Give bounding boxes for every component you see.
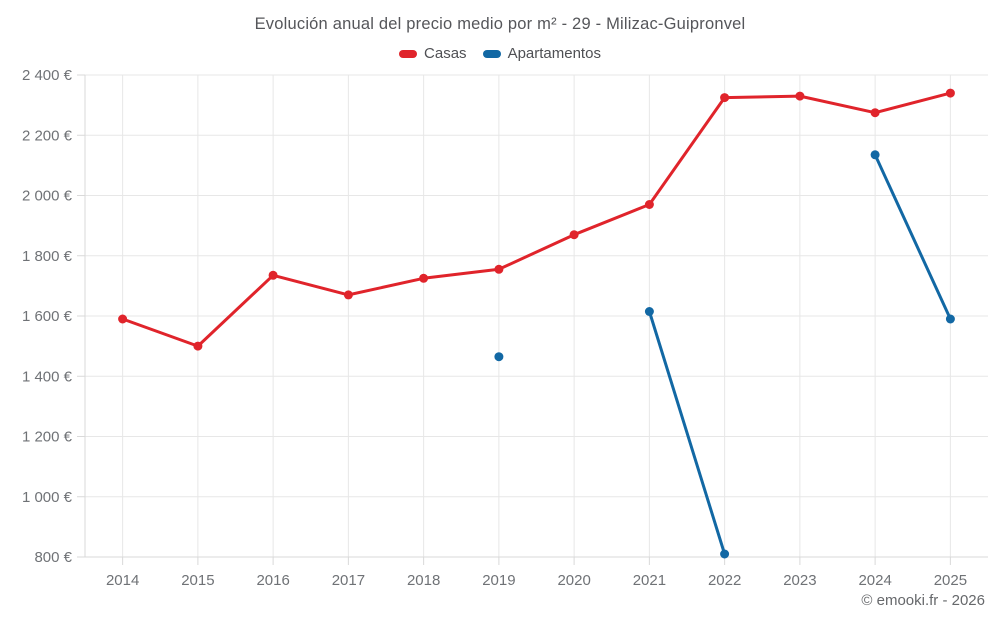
x-axis-tick-label: 2019 [482, 572, 515, 589]
data-point-casas-2022[interactable] [720, 93, 730, 103]
x-axis-tick-label: 2023 [783, 572, 816, 589]
data-point-apartamentos-2021[interactable] [644, 307, 654, 316]
y-axis-tick-label: 1 600 € [22, 308, 73, 325]
copyright-watermark: © emooki.fr - 2026 [861, 592, 985, 609]
data-point-casas-2023[interactable] [795, 91, 805, 101]
legend-swatch-apartamentos [482, 49, 501, 58]
data-point-apartamentos-2024[interactable] [870, 150, 880, 160]
data-point-casas-2025[interactable] [945, 88, 955, 98]
legend-label-apartamentos: Apartamentos [507, 45, 601, 62]
chart-legend: Casas Apartamentos [0, 45, 1000, 62]
legend-swatch-casas [399, 49, 418, 58]
x-axis-tick-label: 2020 [557, 572, 590, 589]
data-point-apartamentos-2019[interactable] [494, 352, 504, 362]
x-axis-tick-label: 2022 [708, 572, 741, 589]
data-point-casas-2014[interactable] [118, 314, 128, 324]
x-axis-tick-label: 2025 [934, 572, 967, 589]
y-axis-tick-label: 1 800 € [22, 248, 73, 265]
y-axis-tick-label: 2 200 € [22, 127, 73, 144]
data-point-casas-2020[interactable] [569, 230, 579, 240]
y-axis-tick-label: 2 000 € [22, 188, 73, 205]
series-line-apartamentos [647, 153, 952, 556]
data-point-casas-2018[interactable] [419, 273, 429, 283]
chart-title: Evolución anual del precio medio por m² … [254, 15, 746, 33]
legend-item-casas[interactable]: Casas [399, 45, 467, 62]
y-axis-tick-label: 1 400 € [22, 368, 73, 385]
data-point-casas-2016[interactable] [268, 270, 278, 280]
x-axis-tick-label: 2015 [181, 572, 214, 589]
data-point-casas-2017[interactable] [343, 290, 353, 300]
y-axis-tick-label: 2 400 € [22, 67, 73, 84]
y-axis-tick-label: 1 000 € [22, 489, 73, 506]
data-point-casas-2019[interactable] [494, 264, 504, 274]
legend-item-apartamentos[interactable]: Apartamentos [482, 45, 601, 62]
data-point-casas-2015[interactable] [193, 341, 203, 351]
x-axis-tick-label: 2016 [256, 572, 289, 589]
x-axis-tick-label: 2017 [332, 572, 365, 589]
x-axis-tick-label: 2021 [633, 572, 666, 589]
x-axis-tick-label: 2014 [106, 572, 139, 589]
data-point-casas-2024[interactable] [870, 108, 880, 118]
data-point-apartamentos-2025[interactable] [945, 314, 955, 324]
x-axis-tick-label: 2018 [407, 572, 440, 589]
legend-label-casas: Casas [424, 45, 467, 62]
y-axis-tick-label: 800 € [34, 549, 72, 566]
data-point-casas-2021[interactable] [644, 200, 654, 209]
data-point-apartamentos-2022[interactable] [720, 549, 730, 559]
series-line-casas [121, 91, 952, 348]
x-axis-tick-label: 2024 [858, 572, 891, 589]
y-axis-tick-label: 1 200 € [22, 429, 73, 446]
